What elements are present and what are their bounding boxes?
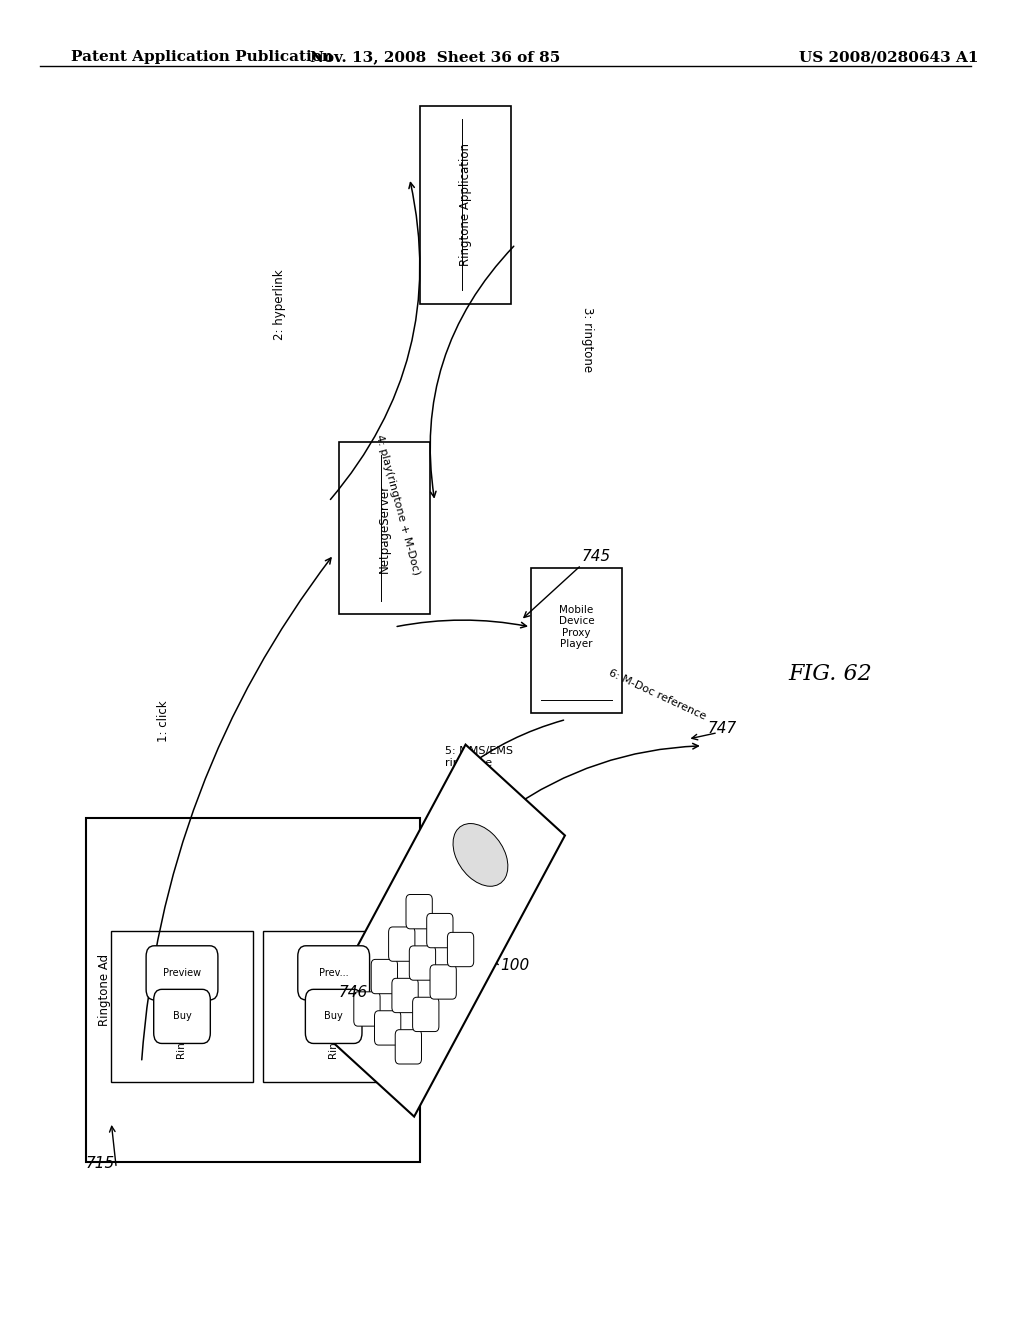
- FancyBboxPatch shape: [430, 965, 457, 999]
- Text: 4: play(ringtone + M-Doc): 4: play(ringtone + M-Doc): [374, 433, 421, 577]
- Text: Preview: Preview: [163, 968, 201, 978]
- FancyBboxPatch shape: [406, 895, 432, 929]
- FancyBboxPatch shape: [112, 931, 253, 1082]
- Text: 715: 715: [86, 1156, 115, 1171]
- Text: FIG. 62: FIG. 62: [788, 663, 872, 685]
- FancyBboxPatch shape: [154, 990, 210, 1043]
- FancyBboxPatch shape: [395, 1030, 422, 1064]
- Text: 745: 745: [582, 549, 610, 564]
- Text: Ringtone Ad: Ringtone Ad: [97, 954, 111, 1026]
- Text: Patent Application Publication: Patent Application Publication: [71, 50, 333, 65]
- Text: 3: ringtone: 3: ringtone: [582, 308, 594, 372]
- Text: Ringtone Application: Ringtone Application: [459, 143, 472, 267]
- Text: 1: click: 1: click: [157, 701, 170, 742]
- Text: Nov. 13, 2008  Sheet 36 of 85: Nov. 13, 2008 Sheet 36 of 85: [309, 50, 560, 65]
- FancyBboxPatch shape: [388, 927, 415, 961]
- Text: 2: hyperlink: 2: hyperlink: [273, 269, 286, 339]
- FancyBboxPatch shape: [298, 945, 370, 1001]
- FancyBboxPatch shape: [410, 946, 435, 981]
- Text: Ringtone 2: Ringtone 2: [329, 1002, 339, 1059]
- FancyBboxPatch shape: [447, 932, 474, 966]
- FancyBboxPatch shape: [427, 913, 453, 948]
- Text: Prev...: Prev...: [318, 968, 348, 978]
- FancyBboxPatch shape: [372, 960, 397, 994]
- FancyBboxPatch shape: [263, 931, 404, 1082]
- Ellipse shape: [453, 824, 508, 886]
- Text: Mobile
Device
Proxy
Player: Mobile Device Proxy Player: [558, 605, 594, 649]
- Text: 100: 100: [501, 958, 529, 973]
- FancyBboxPatch shape: [375, 1011, 400, 1045]
- FancyBboxPatch shape: [305, 990, 362, 1043]
- Text: Buy: Buy: [173, 1011, 191, 1022]
- FancyBboxPatch shape: [339, 442, 430, 614]
- FancyBboxPatch shape: [530, 568, 622, 713]
- Text: 6: M-Doc reference: 6: M-Doc reference: [606, 668, 708, 722]
- Text: 5: MMS/EMS
ringtone: 5: MMS/EMS ringtone: [444, 746, 513, 768]
- Text: 747: 747: [708, 721, 737, 735]
- FancyBboxPatch shape: [146, 945, 218, 1001]
- FancyBboxPatch shape: [420, 106, 511, 304]
- Text: NetpageServer: NetpageServer: [378, 483, 391, 573]
- Text: Ringtone 1: Ringtone 1: [177, 1002, 187, 1059]
- Polygon shape: [314, 744, 565, 1117]
- Text: 746: 746: [339, 985, 368, 999]
- Text: Buy: Buy: [325, 1011, 343, 1022]
- Text: US 2008/0280643 A1: US 2008/0280643 A1: [799, 50, 978, 65]
- FancyBboxPatch shape: [392, 978, 418, 1012]
- FancyBboxPatch shape: [354, 991, 380, 1026]
- FancyBboxPatch shape: [413, 997, 439, 1031]
- FancyBboxPatch shape: [86, 818, 420, 1162]
